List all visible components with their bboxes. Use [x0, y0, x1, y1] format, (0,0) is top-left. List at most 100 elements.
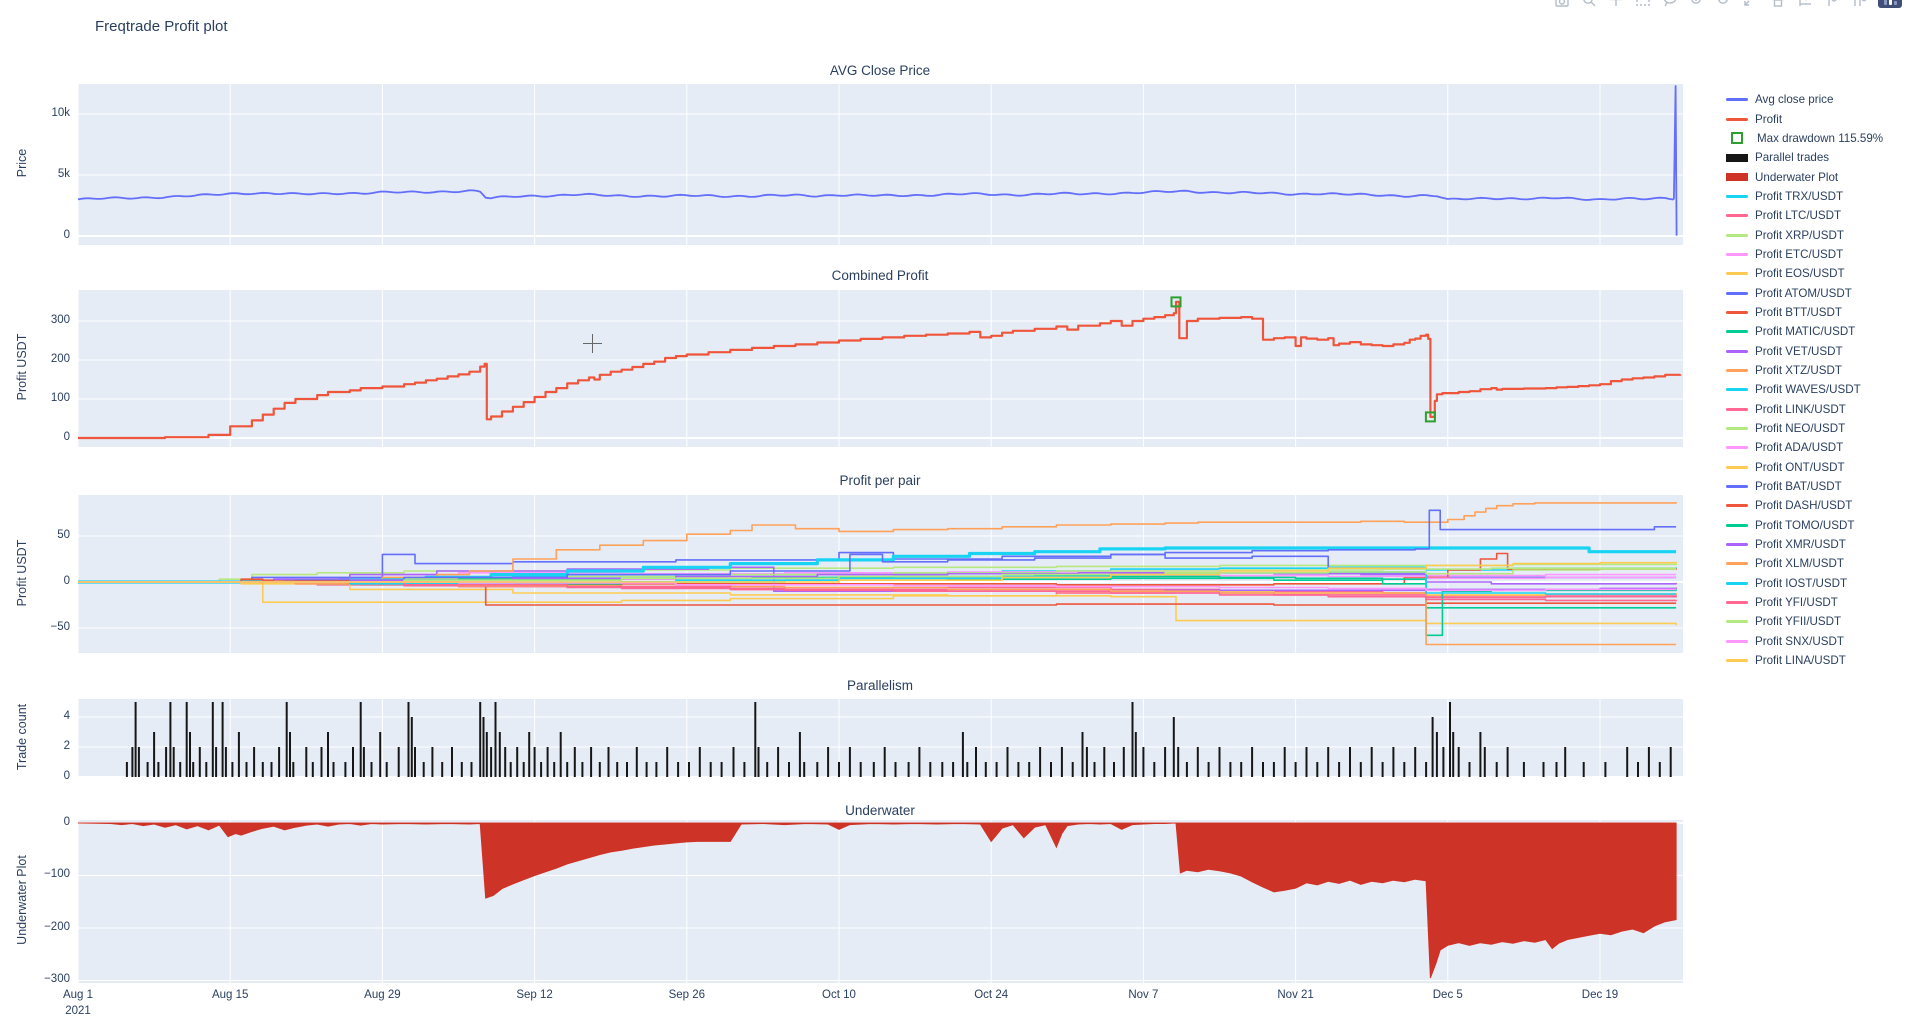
legend-label: Profit EOS/USDT	[1755, 267, 1845, 281]
legend-item-profit-xlm-usdt[interactable]: Profit XLM/USDT	[1726, 554, 1883, 573]
zoom-in-icon[interactable]	[1689, 0, 1705, 9]
parallelism-bar	[169, 702, 172, 777]
legend-item-parallel-trades[interactable]: Parallel trades	[1726, 148, 1883, 167]
subplot-title-parallelism: Parallelism	[846, 678, 914, 693]
hover-compare-icon[interactable]	[1851, 0, 1867, 9]
parallelism-bar	[1316, 762, 1319, 777]
parallelism-bar	[137, 747, 140, 777]
parallelism-bar	[211, 702, 214, 777]
legend-item-profit-ada-usdt[interactable]: Profit ADA/USDT	[1726, 438, 1883, 457]
parallelism-bar	[205, 762, 208, 777]
legend-label: Profit LINK/USDT	[1755, 402, 1846, 416]
parallelism-bar	[929, 762, 932, 777]
legend-item-profit-neo-usdt[interactable]: Profit NEO/USDT	[1726, 419, 1883, 438]
parallelism-bar	[1381, 762, 1384, 777]
parallelism-bar	[573, 747, 576, 777]
legend-line-swatch	[1726, 173, 1748, 182]
lasso-icon[interactable]	[1662, 0, 1678, 9]
zoom-icon[interactable]	[1581, 0, 1597, 9]
parallelism-bar	[1283, 747, 1286, 777]
legend-item-profit-iost-usdt[interactable]: Profit IOST/USDT	[1726, 574, 1883, 593]
legend-label: Profit XTZ/USDT	[1755, 363, 1842, 377]
series-profit	[78, 300, 1682, 440]
parallelism-bar	[1039, 747, 1042, 777]
x-tick-label: Nov 7	[1128, 989, 1159, 1001]
parallelism-bar	[1506, 747, 1509, 777]
legend-item-profit-btt-usdt[interactable]: Profit BTT/USDT	[1726, 303, 1883, 322]
parallelism-bar	[1359, 762, 1362, 777]
series-profit-yfi-usdt	[78, 581, 1677, 602]
y-tick-label: 5k	[57, 167, 70, 180]
parallelism-bar	[1240, 762, 1243, 777]
legend-item-avg-close-price[interactable]: Avg close price	[1726, 90, 1883, 109]
legend-item-profit-vet-usdt[interactable]: Profit VET/USDT	[1726, 341, 1883, 360]
plot-area-1[interactable]	[78, 290, 1683, 447]
legend-item-profit-yfii-usdt[interactable]: Profit YFII/USDT	[1726, 612, 1883, 631]
legend-item-profit-trx-usdt[interactable]: Profit TRX/USDT	[1726, 187, 1883, 206]
parallelism-bar	[1196, 747, 1199, 777]
legend-item-profit-etc-usdt[interactable]: Profit ETC/USDT	[1726, 245, 1883, 264]
parallelism-bar	[1425, 762, 1428, 777]
legend-item-profit[interactable]: Profit	[1726, 109, 1883, 128]
legend-line-swatch	[1726, 485, 1748, 489]
legend-item-profit-ont-usdt[interactable]: Profit ONT/USDT	[1726, 458, 1883, 477]
page-title: Freqtrade Profit plot	[95, 18, 228, 35]
parallelism-bar	[441, 762, 444, 777]
parallelism-bar	[645, 762, 648, 777]
parallelism-bar	[1207, 762, 1210, 777]
parallelism-bar	[1185, 762, 1188, 777]
parallelism-bar	[838, 762, 840, 777]
legend-item-profit-snx-usdt[interactable]: Profit SNX/USDT	[1726, 632, 1883, 651]
legend-item-profit-matic-usdt[interactable]: Profit MATIC/USDT	[1726, 322, 1883, 341]
series-profit-eos-usdt	[78, 581, 1677, 603]
legend-item-profit-lina-usdt[interactable]: Profit LINA/USDT	[1726, 651, 1883, 670]
legend-item-profit-eos-usdt[interactable]: Profit EOS/USDT	[1726, 264, 1883, 283]
legend-item-profit-dash-usdt[interactable]: Profit DASH/USDT	[1726, 496, 1883, 515]
legend-item-profit-tomo-usdt[interactable]: Profit TOMO/USDT	[1726, 516, 1883, 535]
legend-item-profit-yfi-usdt[interactable]: Profit YFI/USDT	[1726, 593, 1883, 612]
parallelism-bar	[803, 762, 806, 777]
legend-item-profit-xmr-usdt[interactable]: Profit XMR/USDT	[1726, 535, 1883, 554]
parallelism-bar	[941, 762, 944, 777]
zoom-out-icon[interactable]	[1716, 0, 1732, 9]
parallelism-bar	[528, 732, 531, 777]
box-select-icon[interactable]	[1635, 0, 1651, 9]
legend-label: Profit XRP/USDT	[1755, 228, 1844, 242]
series-profit-vet-usdt	[78, 566, 1677, 592]
legend-item-profit-waves-usdt[interactable]: Profit WAVES/USDT	[1726, 380, 1883, 399]
legend-item-max-drawdown-115.59%[interactable]: Max drawdown 115.59%	[1726, 129, 1883, 148]
pan-icon[interactable]	[1608, 0, 1624, 9]
y-tick-label: 2	[63, 739, 70, 752]
legend-square-swatch	[1731, 132, 1743, 145]
parallelism-bar	[1582, 762, 1585, 777]
x-tick-label: Dec 5	[1432, 989, 1463, 1001]
camera-icon[interactable]	[1554, 0, 1570, 9]
legend-item-underwater-plot[interactable]: Underwater Plot	[1726, 167, 1883, 186]
legend-item-profit-xtz-usdt[interactable]: Profit XTZ/USDT	[1726, 361, 1883, 380]
hover-closest-icon[interactable]	[1824, 0, 1840, 9]
reset-axes-icon[interactable]	[1770, 0, 1786, 9]
parallelism-bar	[1122, 747, 1125, 777]
legend-item-profit-atom-usdt[interactable]: Profit ATOM/USDT	[1726, 283, 1883, 302]
toggle-spikelines-icon[interactable]	[1797, 0, 1813, 9]
legend-item-profit-ltc-usdt[interactable]: Profit LTC/USDT	[1726, 206, 1883, 225]
plot-area-3[interactable]	[78, 699, 1683, 778]
autoscale-icon[interactable]	[1743, 0, 1759, 9]
plot-area-0[interactable]	[78, 84, 1683, 245]
parallelism-bar	[1305, 747, 1308, 777]
legend-line-swatch	[1726, 446, 1748, 450]
parallelism-bar	[157, 762, 160, 777]
legend-line-swatch	[1726, 388, 1748, 392]
parallelism-bar	[598, 762, 601, 777]
legend-item-profit-link-usdt[interactable]: Profit LINK/USDT	[1726, 400, 1883, 419]
parallelism-bar	[533, 747, 536, 777]
legend-item-profit-xrp-usdt[interactable]: Profit XRP/USDT	[1726, 225, 1883, 244]
parallelism-bar	[757, 747, 760, 777]
plotly-logo[interactable]	[1878, 0, 1902, 8]
legend-line-swatch	[1726, 427, 1748, 431]
legend-line-swatch	[1726, 407, 1748, 411]
series-profit-yfii-usdt	[78, 568, 1677, 583]
parallelism-bar	[185, 702, 188, 777]
legend-item-profit-bat-usdt[interactable]: Profit BAT/USDT	[1726, 477, 1883, 496]
